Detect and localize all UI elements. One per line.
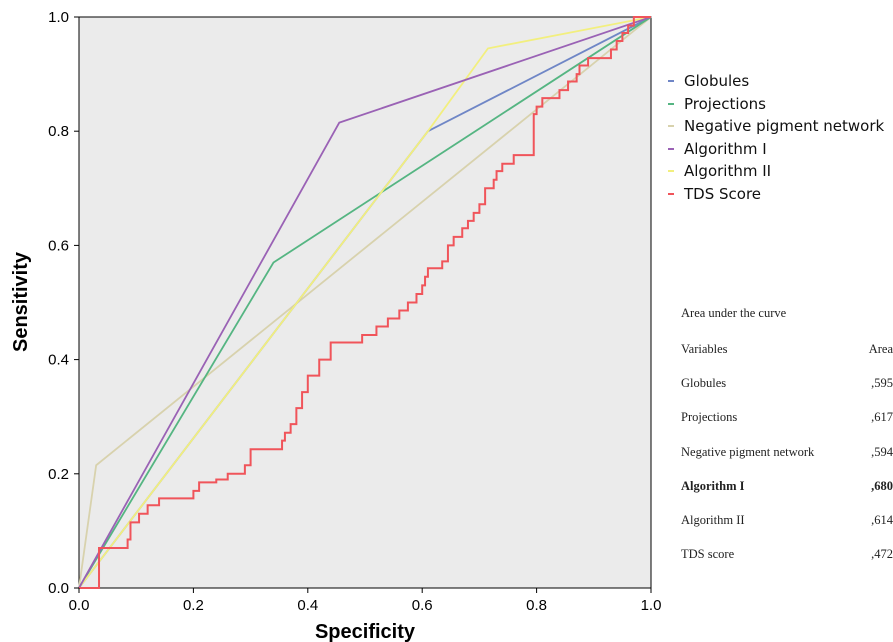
x-tick-label: 0.0 [69, 597, 90, 614]
auc-variable: Negative pigment network [681, 444, 815, 459]
y-axis-title: Sensitivity [10, 251, 32, 352]
series-line-algorithm-ii [78, 16, 652, 589]
auc-area: ,594 [871, 444, 893, 459]
legend-item-algorithm-ii: Algorithm II [668, 160, 884, 183]
legend-label: Algorithm I [684, 139, 767, 158]
auc-row-globules: Globules ,595 [681, 375, 893, 409]
auc-area: ,614 [871, 512, 893, 527]
auc-row-tds-score: TDS score ,472 [681, 546, 893, 580]
legend-swatch [668, 147, 674, 150]
auc-row-negative-pigment-network: Negative pigment network ,594 [681, 444, 893, 478]
x-tick-label: 0.2 [183, 597, 204, 614]
series-line-negative-pigment-network [78, 16, 652, 589]
series-line-projections [78, 16, 652, 589]
auc-variable: Algorithm I [681, 478, 745, 493]
auc-row-algorithm-i: Algorithm I ,680 [681, 478, 893, 512]
y-tick-label: 0.8 [48, 123, 69, 140]
roc-curves [78, 16, 652, 589]
series-line-tds-score [79, 16, 651, 589]
plot-area [78, 16, 652, 589]
auc-table-header: Variables Area [681, 341, 893, 375]
x-axis-title: Specificity [315, 621, 416, 642]
y-tick-label: 0.0 [48, 580, 69, 597]
legend-swatch [668, 170, 674, 173]
x-tick-label: 0.4 [297, 597, 318, 614]
legend-swatch [668, 80, 674, 82]
auc-header-variables: Variables [681, 342, 728, 356]
legend-swatch [668, 125, 674, 128]
legend-item-projections: Projections [668, 93, 884, 116]
auc-header-area: Area [868, 342, 893, 356]
legend-swatch [668, 102, 674, 105]
auc-variable: TDS score [681, 547, 735, 562]
y-tick-label: 1.0 [48, 9, 69, 26]
legend-label: Projections [684, 94, 766, 113]
auc-table-title: Area under the curve [681, 306, 787, 320]
auc-area: ,680 [871, 478, 893, 493]
y-tick-label: 0.6 [48, 237, 69, 254]
auc-area: ,472 [871, 547, 893, 562]
auc-area: ,617 [871, 410, 893, 425]
auc-variable: Algorithm II [681, 512, 745, 527]
auc-variable: Projections [681, 410, 738, 425]
y-tick-label: 0.4 [48, 352, 69, 369]
axis-ticks: 0.0 0.2 0.4 0.6 0.8 1.0 0.0 0.2 0.4 0.6 0.8 1.0 [48, 9, 661, 614]
auc-variable: Globules [681, 376, 727, 391]
legend-item-globules: Globules [668, 70, 884, 93]
legend-label: Negative pigment network [684, 117, 885, 136]
legend: Globules Projections Negative pigment netw… [668, 70, 884, 206]
y-tick-label: 0.2 [48, 466, 69, 483]
auc-table: Area under the curve Variables Area Glob… [681, 305, 893, 580]
legend-swatch [668, 192, 674, 195]
legend-label: TDS Score [684, 184, 762, 203]
legend-item-algorithm-i: Algorithm I [668, 138, 884, 161]
auc-row-algorithm-ii: Algorithm II ,614 [681, 512, 893, 546]
x-tick-label: 0.6 [412, 597, 433, 614]
auc-rows: Globules ,595 Projections ,617 Negative pigm… [681, 375, 893, 580]
legend-label: Algorithm II [684, 162, 772, 181]
legend-item-tds-score: TDS Score [668, 183, 884, 206]
x-tick-label: 1.0 [641, 597, 662, 614]
x-tick-label: 0.8 [526, 597, 547, 614]
auc-row-projections: Projections ,617 [681, 409, 893, 443]
legend-label: Globules [684, 72, 750, 90]
auc-area: ,595 [871, 376, 893, 391]
legend-item-negative-pigment-network: Negative pigment network [668, 115, 884, 138]
series-line-algorithm-i [78, 16, 652, 589]
